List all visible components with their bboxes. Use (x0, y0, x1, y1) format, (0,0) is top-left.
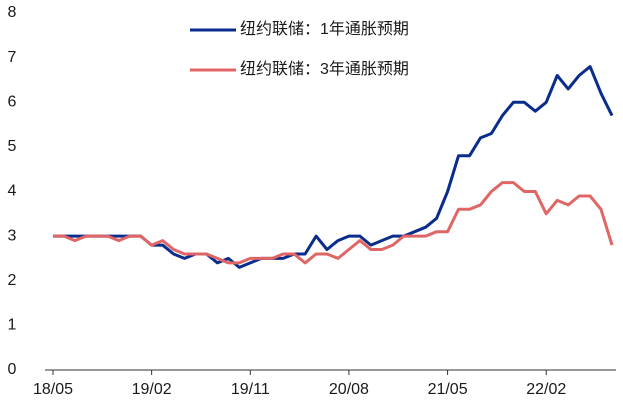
legend-label: 纽约联储：1年通胀预期 (240, 20, 409, 38)
y-tick-label: 5 (8, 138, 17, 155)
y-tick-label: 0 (8, 361, 17, 378)
y-tick-label: 7 (8, 49, 17, 66)
legend-label: 纽约联储：3年通胀预期 (240, 60, 409, 78)
x-tick-label: 22/02 (526, 381, 566, 398)
y-tick-label: 8 (8, 4, 17, 21)
x-tick-label: 20/08 (329, 381, 369, 398)
y-tick-label: 1 (8, 317, 17, 334)
x-tick-label: 19/11 (231, 381, 270, 398)
x-tick-label: 21/05 (428, 381, 468, 398)
y-tick-label: 4 (8, 183, 17, 200)
x-tick-label: 18/05 (33, 381, 73, 398)
y-tick-label: 3 (8, 227, 17, 244)
x-tick-label: 19/02 (132, 381, 172, 398)
series-line (53, 181, 614, 265)
y-tick-label: 6 (8, 93, 17, 110)
y-tick-label: 2 (8, 272, 17, 289)
